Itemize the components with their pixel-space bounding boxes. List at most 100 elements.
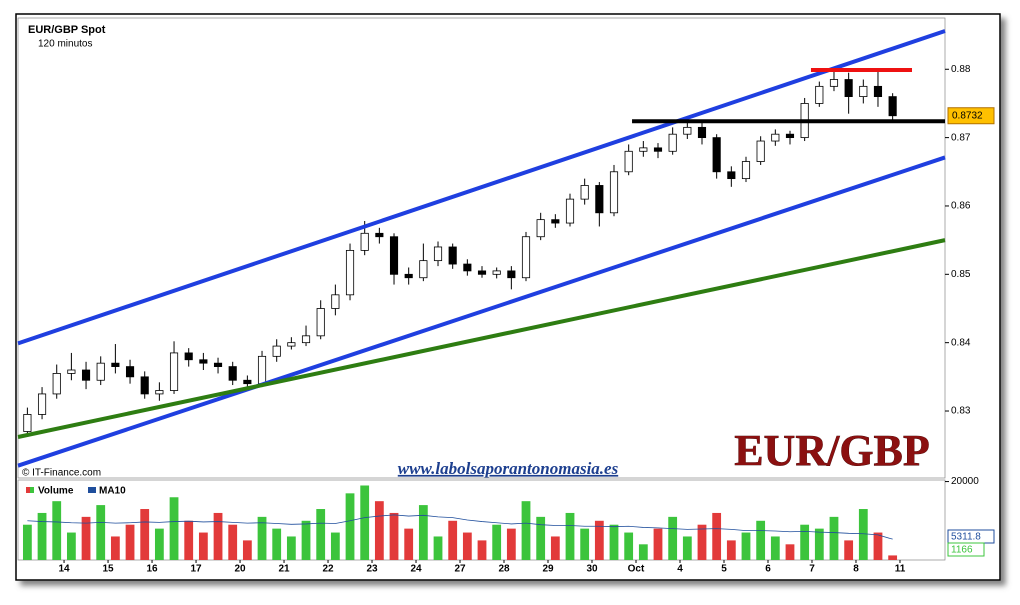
volume-bar bbox=[418, 505, 428, 560]
x-tick-label: 15 bbox=[102, 564, 114, 575]
volume-bar bbox=[668, 516, 678, 560]
volume-bar bbox=[800, 524, 810, 560]
candle-body bbox=[844, 79, 853, 98]
ma10-line bbox=[27, 514, 893, 540]
candle-body bbox=[213, 362, 223, 367]
volume-bar bbox=[550, 536, 560, 560]
candle-body bbox=[287, 342, 296, 347]
candle-body bbox=[551, 219, 560, 224]
volume-last-label: 1166 bbox=[951, 545, 973, 556]
x-tick-label: 7 bbox=[809, 564, 815, 575]
volume-bar bbox=[829, 516, 839, 560]
volume-bar bbox=[330, 532, 340, 560]
candle-body bbox=[507, 270, 516, 279]
volume-bar bbox=[858, 509, 868, 560]
candle-body bbox=[771, 133, 780, 142]
volume-bar bbox=[506, 528, 516, 560]
x-tick-label: 21 bbox=[278, 564, 290, 575]
candle-body bbox=[199, 359, 208, 364]
x-tick-label: 30 bbox=[586, 564, 598, 575]
volume-bar bbox=[653, 528, 663, 560]
ma10-legend: MA10 bbox=[99, 486, 126, 497]
x-tick-label: 5 bbox=[721, 564, 727, 575]
volume-bar bbox=[389, 512, 399, 560]
volume-bar bbox=[448, 520, 458, 560]
y-tick-label: 0.84 bbox=[951, 337, 971, 348]
x-tick-label: 4 bbox=[677, 564, 683, 575]
volume-last-box bbox=[947, 542, 985, 557]
x-tick-label: 16 bbox=[146, 564, 158, 575]
candle-body bbox=[389, 236, 399, 275]
volume-bar bbox=[624, 532, 634, 560]
volume-bar bbox=[96, 505, 106, 560]
volume-bar bbox=[52, 501, 62, 560]
volume-bar bbox=[888, 555, 898, 560]
volume-legend-swatch bbox=[30, 487, 34, 493]
candle-body bbox=[448, 246, 457, 265]
ma10-legend-swatch bbox=[88, 487, 96, 493]
y-tick-label: 0.86 bbox=[951, 201, 971, 212]
candle-body bbox=[815, 85, 824, 104]
volume-bar bbox=[521, 501, 531, 560]
volume-bar bbox=[536, 516, 546, 560]
volume-bar bbox=[492, 524, 502, 560]
volume-bar bbox=[433, 536, 443, 560]
candle-body bbox=[873, 85, 883, 98]
candle-body bbox=[624, 150, 633, 173]
candle-body bbox=[653, 147, 663, 152]
candle-body bbox=[888, 96, 897, 117]
candle-body bbox=[565, 198, 575, 224]
candle-body bbox=[272, 345, 281, 357]
watermark: EUR/GBP bbox=[734, 426, 930, 475]
chart-subtitle: 120 minutos bbox=[38, 39, 92, 50]
volume-bar bbox=[580, 528, 590, 560]
marks bbox=[17, 29, 946, 560]
volume-bar bbox=[110, 536, 120, 560]
last-price-box bbox=[947, 107, 995, 125]
last-price-label: 0.8732 bbox=[952, 110, 983, 121]
candle-body bbox=[23, 414, 32, 432]
candle-body bbox=[37, 393, 47, 415]
volume-bar bbox=[844, 540, 854, 560]
candle-body bbox=[785, 133, 795, 139]
y-tick-label: 0.88 bbox=[951, 64, 971, 75]
volume-bar bbox=[37, 512, 47, 560]
volume-bar bbox=[565, 512, 575, 560]
volume-tick-label: 20000 bbox=[951, 476, 979, 487]
candle-body bbox=[668, 133, 677, 152]
volume-bar bbox=[257, 516, 267, 560]
x-tick-label: 29 bbox=[542, 564, 554, 575]
candle-body bbox=[257, 355, 267, 385]
volume-bar bbox=[345, 493, 355, 560]
volume-bar bbox=[81, 516, 91, 560]
volume-bar bbox=[785, 544, 795, 560]
volume-bar bbox=[814, 528, 824, 560]
volume-legend: Volume bbox=[38, 486, 74, 497]
x-tick-label: 6 bbox=[765, 564, 771, 575]
volume-bar bbox=[316, 509, 326, 560]
volume-bar bbox=[477, 540, 487, 560]
volume-bar bbox=[873, 532, 883, 560]
volume-bar bbox=[594, 520, 604, 560]
x-tick-label: 22 bbox=[322, 564, 334, 575]
candle-body bbox=[463, 263, 472, 272]
volume-bar bbox=[404, 528, 414, 560]
y-tick-label: 0.85 bbox=[951, 269, 971, 280]
candle-body bbox=[155, 390, 164, 395]
candle-body bbox=[639, 147, 648, 152]
candle-body bbox=[859, 85, 868, 98]
candle-body bbox=[521, 236, 531, 279]
candle-body bbox=[331, 294, 340, 309]
candle-body bbox=[375, 232, 384, 238]
x-tick-label: 11 bbox=[895, 564, 906, 575]
candle-body bbox=[52, 373, 61, 395]
x-tick-label: 8 bbox=[853, 564, 859, 575]
candle-body bbox=[96, 362, 105, 381]
volume-bar bbox=[374, 501, 384, 560]
website: www.labolsaporantonomasia.es bbox=[398, 459, 619, 478]
x-tick-label: 23 bbox=[366, 564, 378, 575]
candle-body bbox=[316, 308, 325, 337]
x-tick-label: 17 bbox=[190, 564, 202, 575]
volume-bar bbox=[726, 540, 736, 560]
x-tick-label: 27 bbox=[454, 564, 466, 575]
